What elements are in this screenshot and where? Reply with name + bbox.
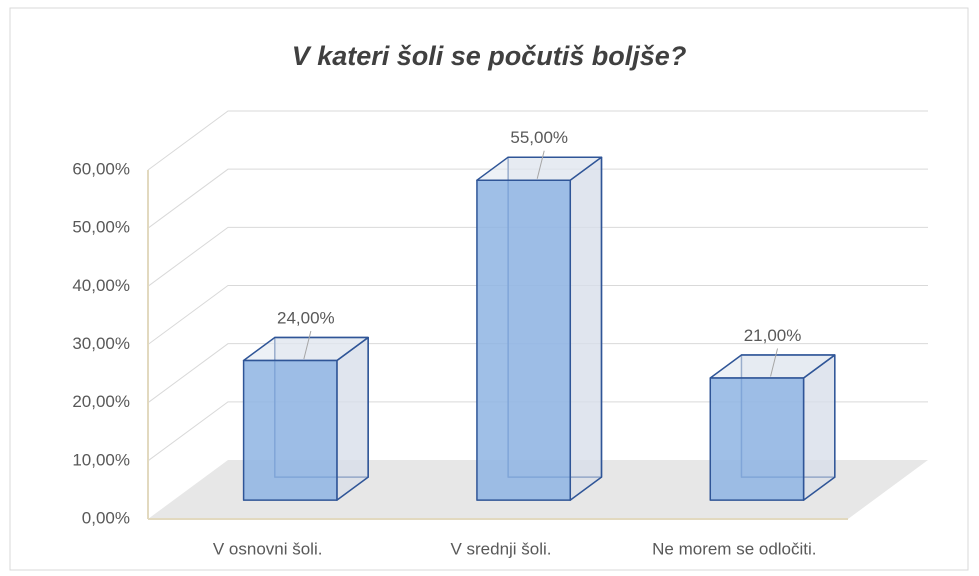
grid-line [147, 226, 928, 287]
grid-line [147, 285, 928, 345]
grid-line [147, 110, 928, 171]
leader-line [536, 150, 545, 179]
leader-line [303, 330, 312, 360]
bar-front [476, 179, 572, 501]
data-label: 21,00% [744, 326, 802, 345]
bar-side [802, 354, 836, 501]
chart-title: V kateri šoli se počutiš boljše? [292, 41, 687, 71]
x-tick-label: V osnovni šoli. [213, 539, 323, 558]
data-label: 55,00% [510, 128, 568, 147]
bar-side [569, 156, 603, 501]
y-tick-label: 20,00% [72, 392, 130, 411]
bar [476, 156, 603, 501]
bar [709, 354, 836, 501]
x-tick-label: V srednji šoli. [450, 539, 551, 558]
grid-line [147, 343, 928, 404]
bar [242, 336, 369, 501]
y-tick-label: 0,00% [82, 508, 130, 527]
y-tick-label: 40,00% [72, 276, 130, 295]
bar-side [336, 336, 369, 501]
y-tick-label: 50,00% [72, 218, 130, 237]
grid-line [147, 168, 928, 229]
leader-line [770, 348, 779, 377]
bar-front [242, 359, 338, 501]
y-tick-label: 60,00% [72, 159, 130, 178]
y-tick-label: 30,00% [72, 334, 130, 353]
grid-line [147, 401, 928, 462]
y-tick-label: 10,00% [72, 450, 130, 469]
bar-front [709, 377, 805, 501]
x-tick-label: Ne morem se odločiti. [652, 539, 816, 558]
data-label: 24,00% [277, 308, 335, 327]
